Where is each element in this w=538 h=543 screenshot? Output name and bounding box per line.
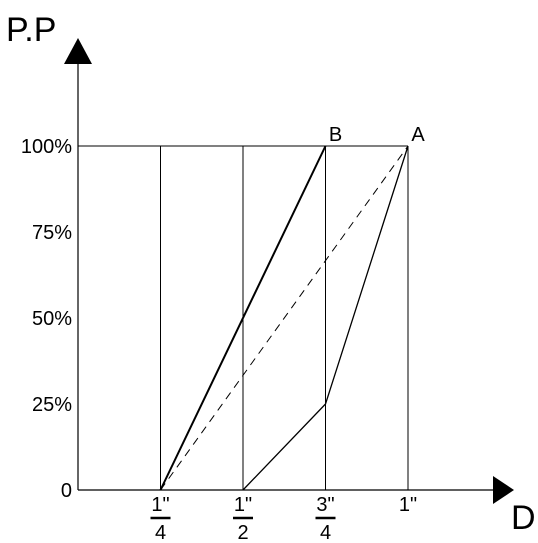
- y-tick-label-4: 100%: [21, 136, 72, 158]
- x-tick-denominator-0: 4: [155, 522, 166, 543]
- point-label-b: B: [329, 124, 342, 146]
- y-axis-title: P.P: [6, 11, 56, 49]
- y-tick-label-3: 75%: [32, 222, 72, 244]
- series-line-0: [159, 145, 327, 491]
- series-line-1: [160, 145, 409, 491]
- x-axis-arrow: [493, 476, 514, 504]
- series-line-2: [242, 145, 409, 491]
- y-tick-label-2: 50%: [32, 308, 72, 330]
- series-group: [159, 145, 409, 491]
- y-axis-arrow: [64, 38, 92, 64]
- x-tick-labels: 1" 4 1" 2 3" 4 1": [150, 494, 417, 543]
- x-tick-numerator-1: 1": [234, 494, 252, 516]
- x-tick-numerator-0: 1": [151, 494, 169, 516]
- axes: P.P D: [6, 11, 536, 537]
- x-tick-denominator-2: 4: [320, 522, 331, 543]
- y-tick-label-1: 25%: [32, 394, 72, 416]
- point-label-a: A: [411, 124, 425, 146]
- x-axis-title: D: [511, 499, 536, 537]
- x-tick-numerator-3: 1": [399, 494, 417, 516]
- x-tick-denominator-1: 2: [237, 522, 248, 543]
- x-tick-numerator-2: 3": [316, 494, 334, 516]
- y-tick-label-0: 0: [61, 480, 72, 502]
- y-tick-labels: 0 25% 50% 75% 100%: [21, 136, 72, 502]
